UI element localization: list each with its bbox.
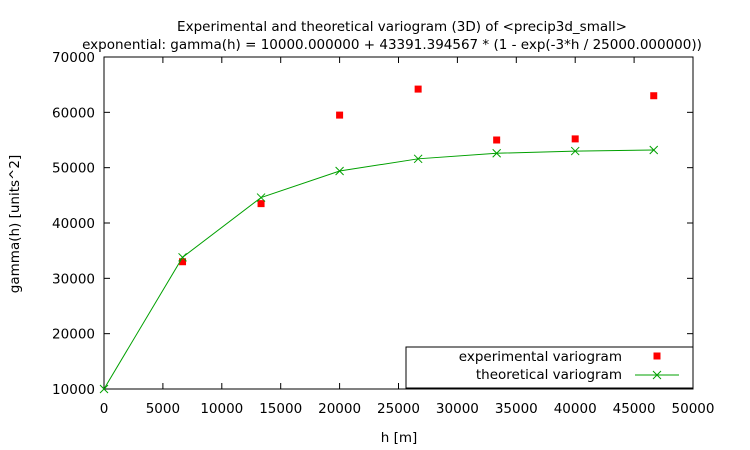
x-tick-label: 25000 xyxy=(377,401,420,417)
x-axis-label: h [m] xyxy=(381,430,418,446)
experimental-point xyxy=(650,92,658,100)
x-tick-label: 0 xyxy=(100,401,109,417)
theoretical-point xyxy=(649,145,659,155)
x-tick-label: 40000 xyxy=(554,401,597,417)
x-tick-label: 10000 xyxy=(200,401,243,417)
experimental-point xyxy=(179,258,187,266)
theoretical-point xyxy=(570,146,580,156)
legend-label-experimental: experimental variogram xyxy=(459,349,622,365)
x-tick-label: 50000 xyxy=(672,401,715,417)
y-axis-label: gamma(h) [units^2] xyxy=(7,155,23,293)
chart-title: Experimental and theoretical variogram (… xyxy=(177,19,627,35)
theoretical-point xyxy=(256,193,266,202)
x-tick-label: 30000 xyxy=(436,401,479,417)
theoretical-point xyxy=(178,252,187,262)
x-tick-label: 5000 xyxy=(146,401,180,417)
theoretical-series-line xyxy=(103,149,654,390)
y-tick-label: 40000 xyxy=(52,216,95,232)
y-tick-label: 60000 xyxy=(52,105,95,121)
y-tick-label: 10000 xyxy=(52,382,95,398)
legend-label-theoretical: theoretical variogram xyxy=(476,367,622,383)
y-tick-label: 50000 xyxy=(52,161,95,177)
legend-marker-theoretical xyxy=(652,370,662,380)
theoretical-point xyxy=(99,384,109,394)
y-tick-label: 30000 xyxy=(52,271,95,287)
x-tick-label: 45000 xyxy=(613,401,656,417)
experimental-point xyxy=(571,135,579,143)
x-tick-label: 20000 xyxy=(318,401,361,417)
legend: experimental variogram theoretical vario… xyxy=(405,346,694,389)
plot-frame xyxy=(103,56,694,390)
y-tick-label: 70000 xyxy=(52,50,95,66)
experimental-point xyxy=(493,136,501,144)
experimental-point xyxy=(257,200,265,208)
chart-subtitle: exponential: gamma(h) = 10000.000000 + 4… xyxy=(82,37,702,53)
x-tick-label: 35000 xyxy=(495,401,538,417)
y-tick-label: 20000 xyxy=(52,327,95,343)
theoretical-point xyxy=(492,148,502,158)
x-tick-label: 15000 xyxy=(259,401,302,417)
experimental-point xyxy=(336,111,344,119)
theoretical-point xyxy=(413,154,423,164)
legend-marker-experimental xyxy=(653,352,661,360)
theoretical-point xyxy=(335,166,344,176)
experimental-point xyxy=(414,85,422,93)
